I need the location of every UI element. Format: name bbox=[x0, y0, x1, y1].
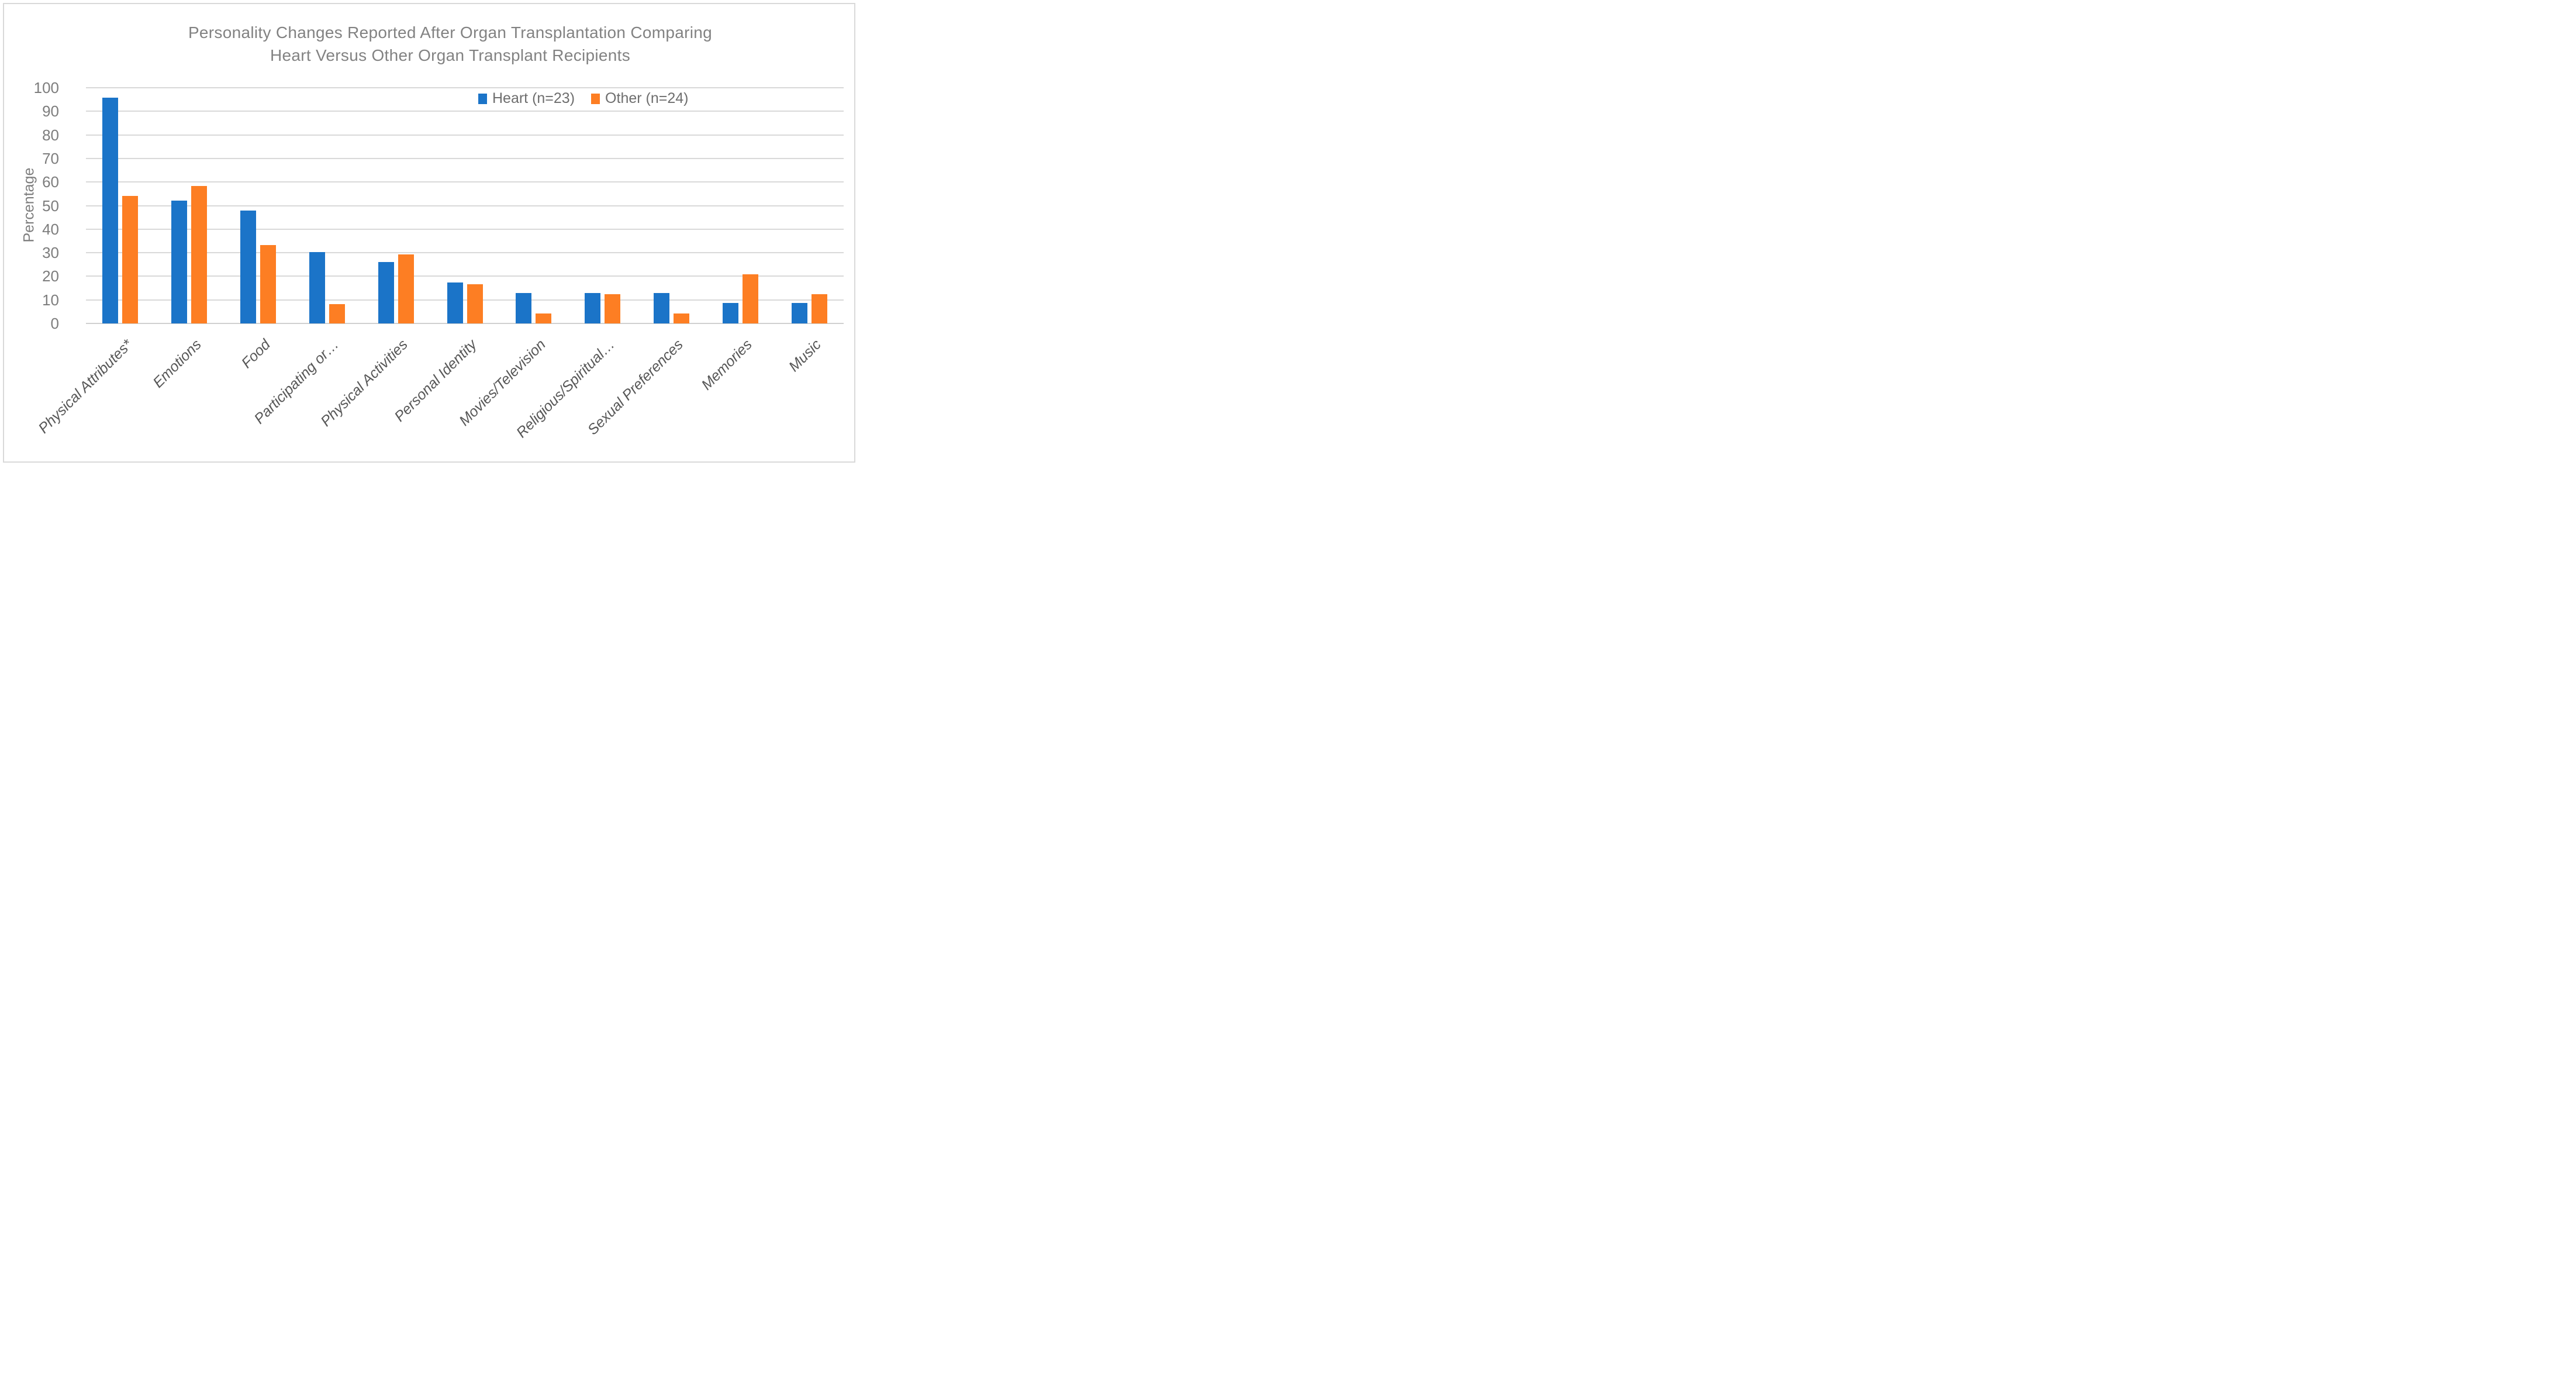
y-tick-label-0: 0 bbox=[50, 315, 59, 332]
gridline-90 bbox=[86, 111, 844, 112]
y-tick-label-20: 20 bbox=[42, 267, 59, 285]
other-series-swatch-icon bbox=[591, 93, 600, 104]
chart-title: Personality Changes Reported After Organ… bbox=[70, 21, 830, 67]
bar-heart-2 bbox=[171, 200, 188, 323]
y-tick-label-30: 30 bbox=[42, 244, 59, 262]
chart-title-line1: Personality Changes Reported After Organ… bbox=[188, 23, 713, 42]
y-tick-label-50: 50 bbox=[42, 197, 59, 215]
bar-other-9 bbox=[673, 313, 689, 323]
bar-heart-8 bbox=[585, 292, 601, 323]
bar-other-5 bbox=[398, 254, 414, 323]
gridline-50 bbox=[86, 205, 844, 206]
bar-other-8 bbox=[605, 294, 621, 323]
gridline-100 bbox=[86, 87, 844, 88]
bar-heart-9 bbox=[653, 292, 669, 323]
legend: Heart (n=23) Other (n=24) bbox=[478, 90, 688, 107]
bar-heart-5 bbox=[378, 261, 394, 323]
gridline-60 bbox=[86, 181, 844, 183]
gridline-0 bbox=[86, 323, 844, 324]
y-tick-label-90: 90 bbox=[42, 102, 59, 120]
heart-series-swatch-icon bbox=[478, 93, 487, 104]
bar-heart-10 bbox=[722, 302, 738, 323]
gridline-20 bbox=[86, 275, 844, 277]
bar-other-7 bbox=[536, 313, 552, 323]
chart-canvas: Personality Changes Reported After Organ… bbox=[0, 0, 859, 466]
gridline-40 bbox=[86, 228, 844, 230]
y-tick-label-80: 80 bbox=[42, 126, 59, 144]
bar-heart-3 bbox=[240, 211, 257, 323]
y-tick-label-70: 70 bbox=[42, 149, 59, 167]
bar-heart-4 bbox=[309, 251, 325, 323]
plot-area: 0 10 20 30 40 50 60 70 80 90 100 Physical Attribute… bbox=[34, 80, 844, 441]
bar-heart-6 bbox=[447, 282, 463, 323]
x-category-label-1: Physical Attributes* bbox=[35, 336, 136, 437]
bar-heart-11 bbox=[791, 302, 807, 323]
bar-heart-7 bbox=[516, 292, 532, 323]
legend-item-heart: Heart (n=23) bbox=[478, 90, 575, 107]
gridline-70 bbox=[86, 157, 844, 159]
bar-heart-1 bbox=[102, 98, 119, 323]
bar-other-1 bbox=[122, 195, 139, 323]
bar-other-4 bbox=[329, 304, 345, 323]
y-tick-label-100: 100 bbox=[33, 79, 59, 97]
y-tick-label-10: 10 bbox=[42, 291, 59, 309]
bar-other-3 bbox=[260, 244, 277, 323]
legend-item-other: Other (n=24) bbox=[591, 90, 688, 107]
bar-other-10 bbox=[742, 274, 758, 323]
gridline-10 bbox=[86, 299, 844, 301]
gridline-30 bbox=[86, 252, 844, 254]
chart-title-line2: Heart Versus Other Organ Transplant Reci… bbox=[270, 46, 631, 64]
bar-other-2 bbox=[191, 186, 208, 323]
legend-label-other: Other (n=24) bbox=[605, 90, 689, 106]
bar-other-6 bbox=[467, 284, 483, 323]
y-tick-label-40: 40 bbox=[42, 220, 59, 238]
y-tick-label-60: 60 bbox=[42, 173, 59, 191]
bar-other-11 bbox=[811, 294, 827, 323]
gridline-80 bbox=[86, 134, 844, 136]
legend-label-heart: Heart (n=23) bbox=[492, 90, 575, 106]
